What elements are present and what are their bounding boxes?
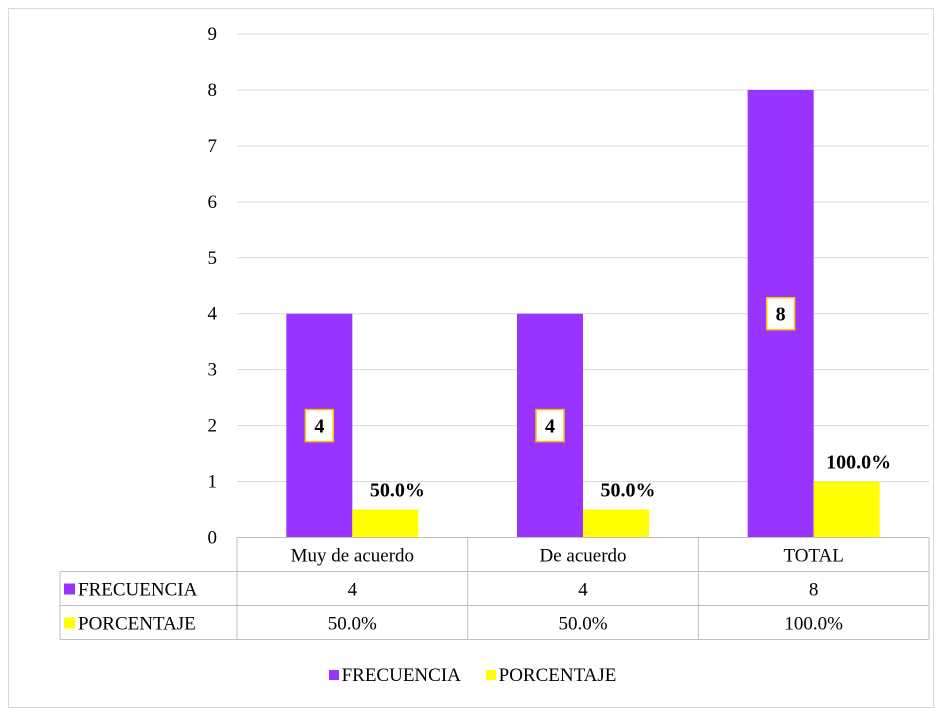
table-cell: 4 [348, 580, 358, 601]
table-row-header: PORCENTAJE [78, 614, 196, 635]
x-category-label: De acuerdo [539, 546, 626, 567]
table-cell: 50.0% [558, 614, 607, 635]
data-label-porcentaje: 100.0% [826, 452, 891, 474]
y-tick-label: 8 [208, 80, 218, 101]
y-tick-label: 1 [208, 472, 218, 493]
data-label-box [304, 408, 335, 443]
table-cell: 100.0% [784, 614, 843, 635]
table-swatch-frecuencia [64, 583, 75, 595]
legend-label-frecuencia: FRECUENCIA [341, 665, 461, 686]
legend-item-frecuencia: FRECUENCIA [328, 665, 461, 687]
y-tick-label: 9 [208, 24, 218, 45]
y-tick-label: 4 [208, 304, 218, 325]
data-label-frecuencia: 4 [314, 416, 324, 438]
legend-label-porcentaje: PORCENTAJE [498, 665, 617, 686]
data-label-frecuencia: 4 [545, 416, 555, 438]
y-tick-label: 2 [208, 416, 218, 437]
table-cell: 8 [809, 580, 819, 601]
table-cell: 50.0% [328, 614, 377, 635]
bar-porcentaje [583, 509, 649, 538]
data-label-box [765, 296, 796, 331]
legend-item-porcentaje: PORCENTAJE [485, 665, 617, 687]
data-label-box [535, 408, 565, 443]
y-tick-label: 5 [208, 248, 218, 269]
x-category-label: TOTAL [783, 546, 843, 567]
chart-frame [8, 8, 934, 708]
y-tick-label: 6 [208, 192, 218, 213]
bar-porcentaje [813, 481, 880, 538]
table-swatch-porcentaje [64, 617, 75, 629]
data-label-porcentaje: 50.0% [601, 480, 656, 502]
legend: FRECUENCIA PORCENTAJE [0, 665, 945, 687]
y-tick-label: 7 [208, 136, 218, 157]
y-tick-label: 0 [208, 528, 218, 549]
legend-swatch-frecuencia [328, 670, 339, 680]
bar-porcentaje [352, 509, 419, 538]
x-category-label: Muy de acuerdo [291, 546, 414, 567]
data-label-porcentaje: 50.0% [370, 480, 425, 502]
table-cell: 4 [578, 580, 588, 601]
legend-swatch-porcentaje [485, 670, 496, 680]
y-tick-label: 3 [208, 360, 218, 381]
table-row-header: FRECUENCIA [78, 580, 198, 601]
data-label-frecuencia: 8 [776, 304, 786, 326]
